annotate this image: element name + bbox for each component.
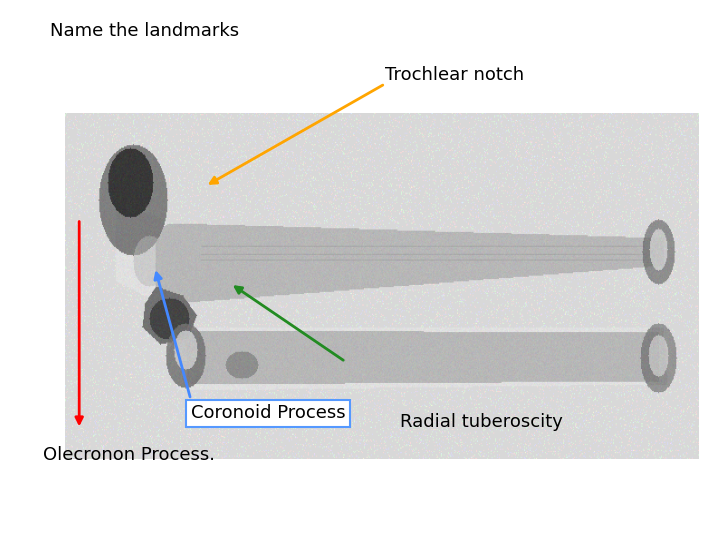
Text: Name the landmarks: Name the landmarks [50, 22, 240, 39]
Text: Trochlear notch: Trochlear notch [385, 66, 524, 84]
Text: Radial tuberoscity: Radial tuberoscity [400, 413, 562, 431]
Text: Coronoid Process: Coronoid Process [191, 404, 346, 422]
Text: Olecronon Process.: Olecronon Process. [43, 446, 215, 463]
